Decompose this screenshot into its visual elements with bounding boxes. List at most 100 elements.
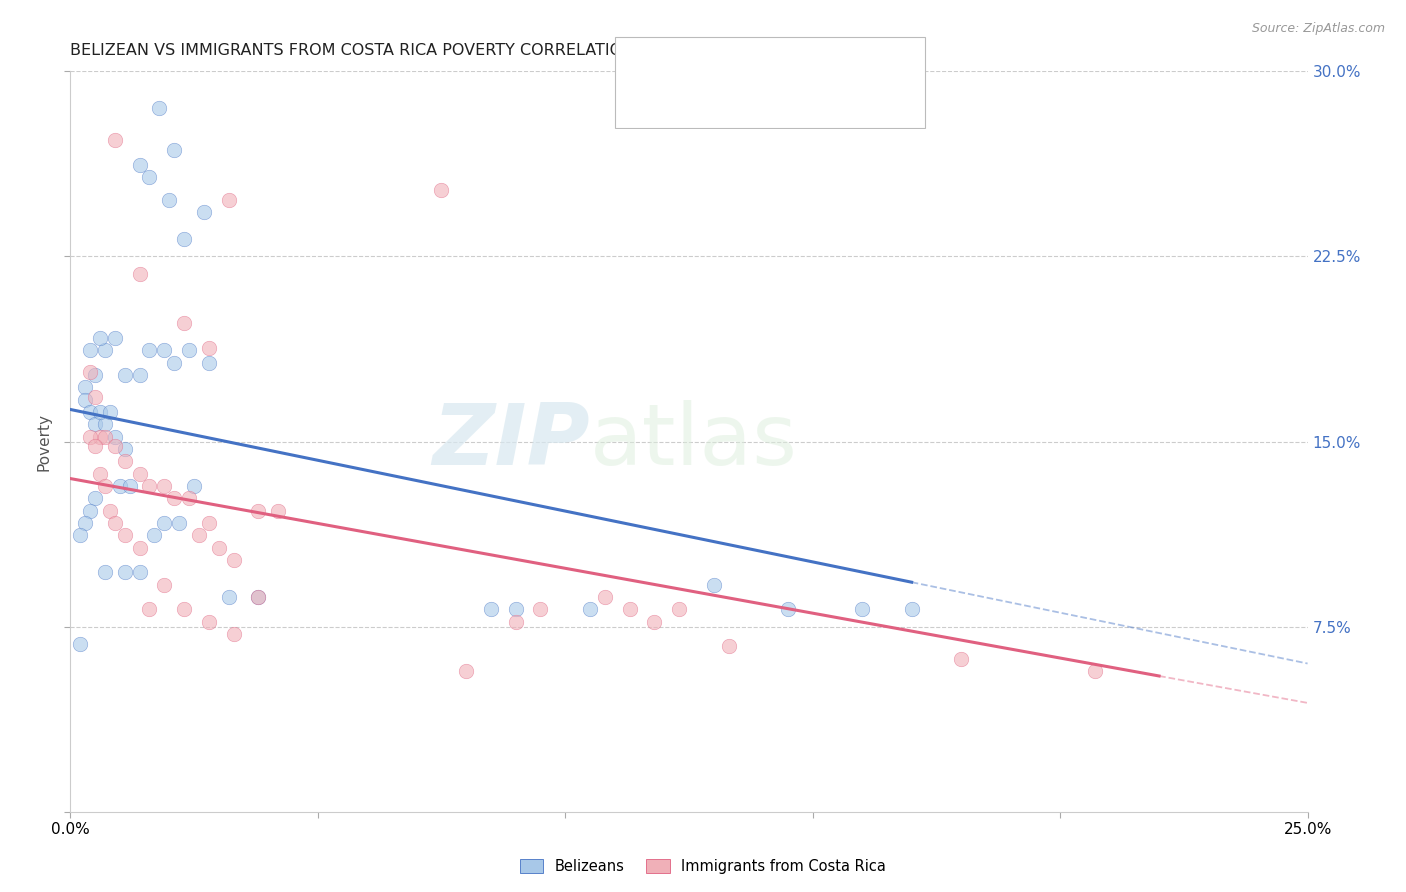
Point bbox=[668, 602, 690, 616]
Point bbox=[75, 392, 97, 407]
Point bbox=[218, 590, 240, 604]
Point bbox=[173, 316, 195, 330]
Point bbox=[98, 405, 121, 419]
Point bbox=[89, 467, 111, 481]
Point bbox=[84, 368, 107, 382]
Point bbox=[94, 417, 117, 432]
Point bbox=[128, 566, 150, 580]
Point bbox=[157, 193, 180, 207]
Point bbox=[198, 355, 221, 369]
Point bbox=[1084, 664, 1107, 678]
Point bbox=[430, 183, 453, 197]
Point bbox=[247, 503, 270, 517]
Point bbox=[75, 516, 97, 530]
Point bbox=[75, 380, 97, 394]
Point bbox=[94, 343, 117, 358]
Point bbox=[79, 405, 101, 419]
Point bbox=[94, 479, 117, 493]
Point bbox=[138, 602, 160, 616]
Point bbox=[148, 102, 170, 116]
Point bbox=[456, 664, 478, 678]
Point bbox=[153, 479, 176, 493]
Point bbox=[84, 440, 107, 454]
Point bbox=[94, 429, 117, 443]
Point bbox=[98, 503, 121, 517]
Point bbox=[703, 577, 725, 591]
Point bbox=[198, 516, 221, 530]
Point bbox=[104, 133, 127, 147]
Point bbox=[267, 503, 290, 517]
Point bbox=[94, 566, 117, 580]
Point bbox=[717, 640, 740, 654]
Point bbox=[153, 516, 176, 530]
Point bbox=[89, 405, 111, 419]
Point bbox=[505, 602, 527, 616]
Point bbox=[84, 417, 107, 432]
FancyBboxPatch shape bbox=[624, 45, 665, 77]
Point bbox=[247, 590, 270, 604]
Point bbox=[173, 232, 195, 246]
Point bbox=[593, 590, 616, 604]
Point bbox=[222, 553, 245, 567]
Point bbox=[84, 390, 107, 404]
Point bbox=[776, 602, 799, 616]
Point bbox=[104, 440, 127, 454]
Point bbox=[900, 602, 922, 616]
Point bbox=[69, 637, 91, 651]
Legend: Belizeans, Immigrants from Costa Rica: Belizeans, Immigrants from Costa Rica bbox=[513, 854, 893, 880]
Point bbox=[79, 503, 101, 517]
Text: BELIZEAN VS IMMIGRANTS FROM COSTA RICA POVERTY CORRELATION CHART: BELIZEAN VS IMMIGRANTS FROM COSTA RICA P… bbox=[70, 43, 693, 58]
Point bbox=[950, 651, 973, 665]
Point bbox=[208, 541, 231, 555]
Point bbox=[177, 343, 200, 358]
Point bbox=[114, 454, 136, 468]
Point bbox=[114, 442, 136, 456]
Point bbox=[153, 577, 176, 591]
Text: R = -0.198   N = 47: R = -0.198 N = 47 bbox=[678, 95, 821, 111]
Point bbox=[79, 366, 101, 380]
Point bbox=[143, 528, 166, 542]
Point bbox=[529, 602, 551, 616]
Point bbox=[104, 516, 127, 530]
Point bbox=[128, 368, 150, 382]
Point bbox=[114, 528, 136, 542]
Point bbox=[619, 602, 641, 616]
Point bbox=[851, 602, 873, 616]
Point bbox=[128, 158, 150, 172]
Point bbox=[89, 331, 111, 345]
Point bbox=[163, 355, 186, 369]
Point bbox=[128, 541, 150, 555]
Point bbox=[89, 429, 111, 443]
Text: R = -0.235   N = 51: R = -0.235 N = 51 bbox=[678, 54, 821, 69]
Point bbox=[79, 429, 101, 443]
Point bbox=[193, 205, 215, 219]
Point bbox=[138, 170, 160, 185]
Point bbox=[114, 368, 136, 382]
Point bbox=[173, 602, 195, 616]
Point bbox=[222, 627, 245, 641]
Point bbox=[177, 491, 200, 506]
Point bbox=[198, 341, 221, 355]
Point bbox=[118, 479, 141, 493]
Text: atlas: atlas bbox=[591, 400, 799, 483]
Point bbox=[114, 566, 136, 580]
Point bbox=[138, 343, 160, 358]
FancyBboxPatch shape bbox=[614, 37, 925, 128]
Y-axis label: Poverty: Poverty bbox=[37, 412, 52, 471]
Point bbox=[198, 615, 221, 629]
Point bbox=[188, 528, 211, 542]
Point bbox=[128, 267, 150, 281]
Point bbox=[69, 528, 91, 542]
Point bbox=[108, 479, 131, 493]
Point bbox=[153, 343, 176, 358]
Point bbox=[247, 590, 270, 604]
Point bbox=[163, 491, 186, 506]
Point bbox=[104, 331, 127, 345]
Point bbox=[505, 615, 527, 629]
Point bbox=[138, 479, 160, 493]
Point bbox=[167, 516, 190, 530]
Point bbox=[183, 479, 205, 493]
Point bbox=[163, 144, 186, 158]
Point bbox=[479, 602, 502, 616]
Point bbox=[579, 602, 602, 616]
